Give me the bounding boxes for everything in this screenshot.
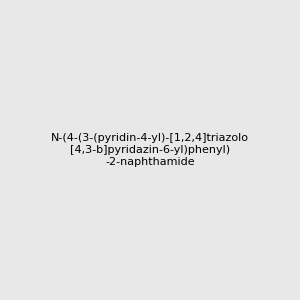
Text: N-(4-(3-(pyridin-4-yl)-[1,2,4]triazolo
[4,3-b]pyridazin-6-yl)phenyl)
-2-naphtham: N-(4-(3-(pyridin-4-yl)-[1,2,4]triazolo […: [51, 134, 249, 166]
